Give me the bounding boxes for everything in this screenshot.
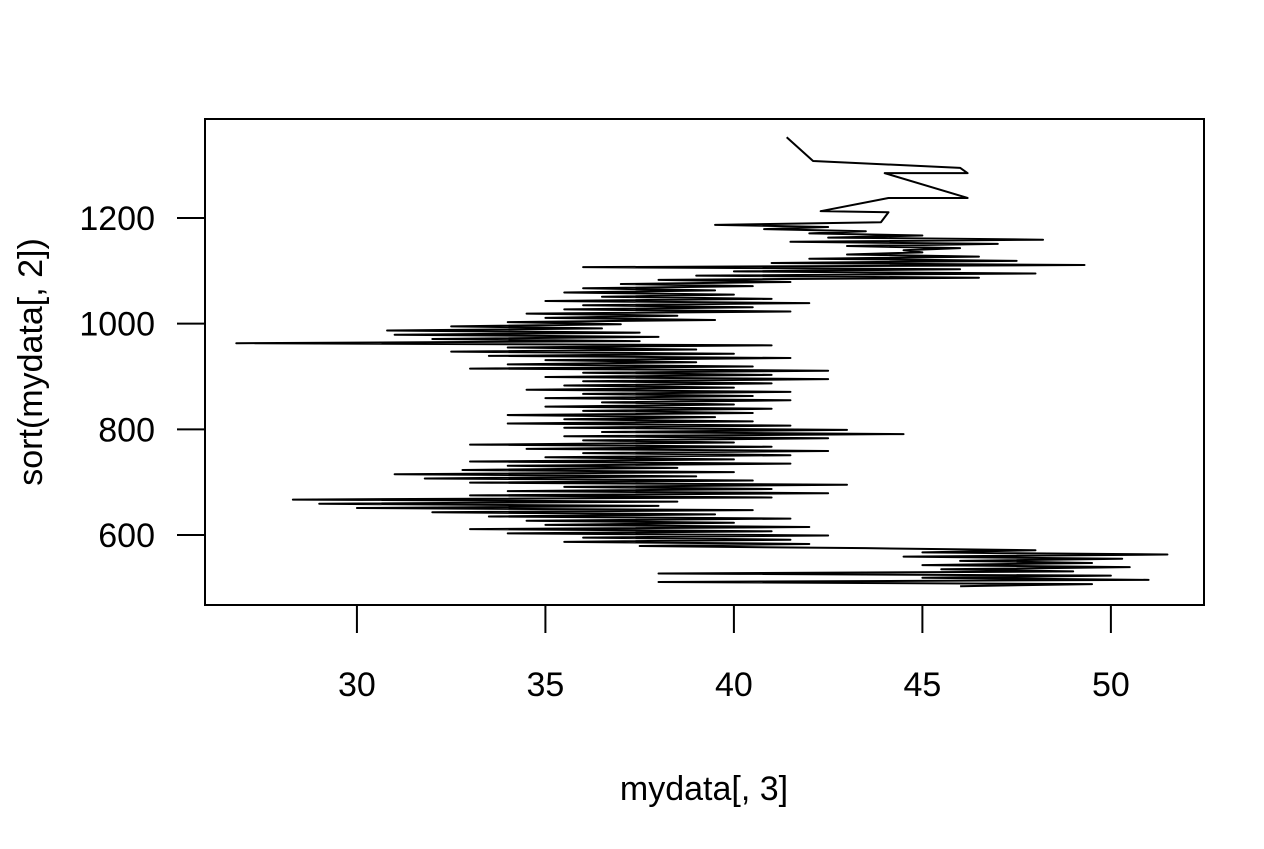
x-tick-label: 50 — [1092, 666, 1130, 704]
x-axis-title: mydata[, 3] — [620, 770, 788, 808]
y-axis-title: sort(mydata[, 2]) — [12, 238, 50, 486]
data-line — [235, 136, 1169, 588]
x-tick-label: 45 — [903, 666, 941, 704]
y-tick-label: 600 — [98, 517, 155, 555]
x-tick-label: 35 — [526, 666, 564, 704]
y-tick-label: 800 — [98, 411, 155, 449]
y-tick-label: 1000 — [79, 306, 155, 344]
y-tick-label: 1200 — [79, 200, 155, 238]
x-tick-label: 30 — [338, 666, 376, 704]
x-tick-label: 40 — [715, 666, 753, 704]
